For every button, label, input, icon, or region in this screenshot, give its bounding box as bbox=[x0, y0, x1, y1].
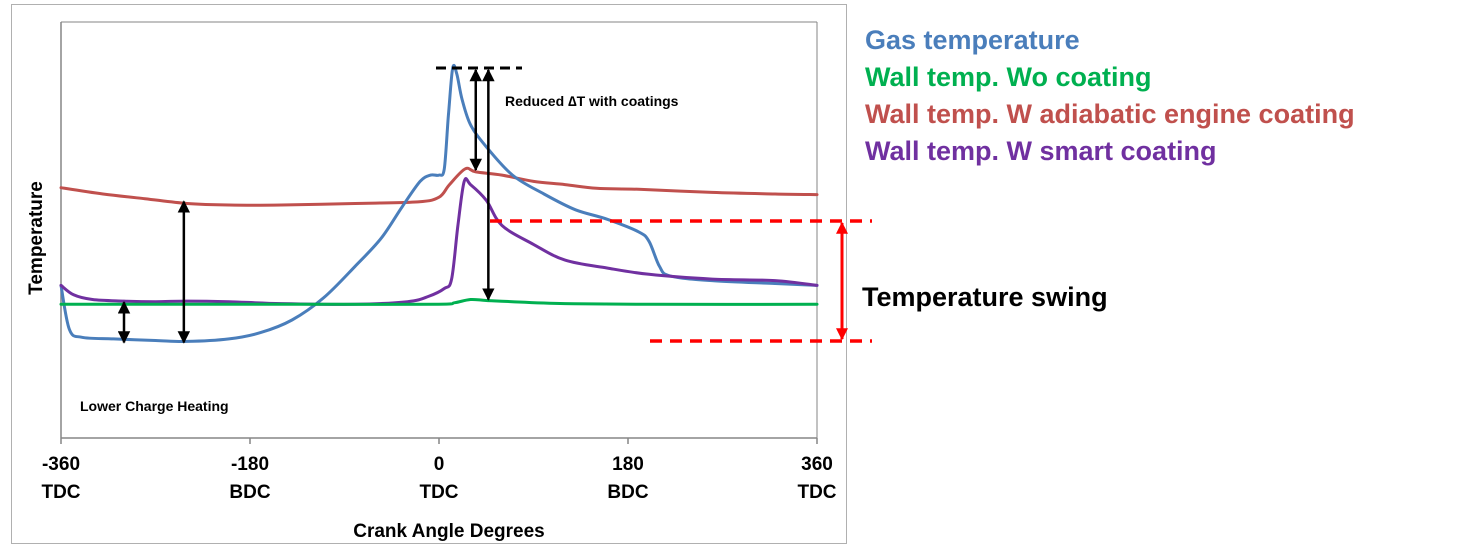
wall-adiabatic-line bbox=[59, 166, 819, 207]
wall-smart-line bbox=[59, 177, 819, 306]
wall-wo-coating-line bbox=[59, 297, 819, 306]
legend-item-smart: Wall temp. W smart coating bbox=[865, 136, 1217, 166]
legend-item-wo-coating: Wall temp. Wo coating bbox=[865, 62, 1152, 92]
gas-temperature-line bbox=[59, 63, 819, 343]
x-tick-sublabel: BDC bbox=[607, 482, 648, 503]
x-tick-sublabel: TDC bbox=[419, 482, 458, 503]
temperature-swing-label: Temperature swing bbox=[862, 282, 1108, 312]
legend-item-adiabatic: Wall temp. W adiabatic engine coating bbox=[865, 99, 1355, 129]
x-tick-sublabel: BDC bbox=[229, 482, 270, 503]
x-tick-sublabel: TDC bbox=[797, 482, 836, 503]
x-tick-label: -180 bbox=[231, 454, 269, 475]
x-tick-sublabel: TDC bbox=[41, 482, 80, 503]
annotation-reduced-delta-t: Reduced ∆T with coatings bbox=[505, 93, 679, 109]
legend: Gas temperature Wall temp. Wo coating Wa… bbox=[865, 22, 1355, 170]
x-tick-label: 0 bbox=[434, 454, 445, 475]
annotation-lower-charge-heating: Lower Charge Heating bbox=[80, 398, 229, 414]
x-tick-label: 360 bbox=[801, 454, 833, 475]
x-axis-title: Crank Angle Degrees bbox=[353, 521, 544, 542]
x-tick-label: -360 bbox=[42, 454, 80, 475]
y-axis-title: Temperature bbox=[26, 181, 47, 295]
x-tick-label: 180 bbox=[612, 454, 644, 475]
legend-item-gas: Gas temperature bbox=[865, 25, 1080, 55]
